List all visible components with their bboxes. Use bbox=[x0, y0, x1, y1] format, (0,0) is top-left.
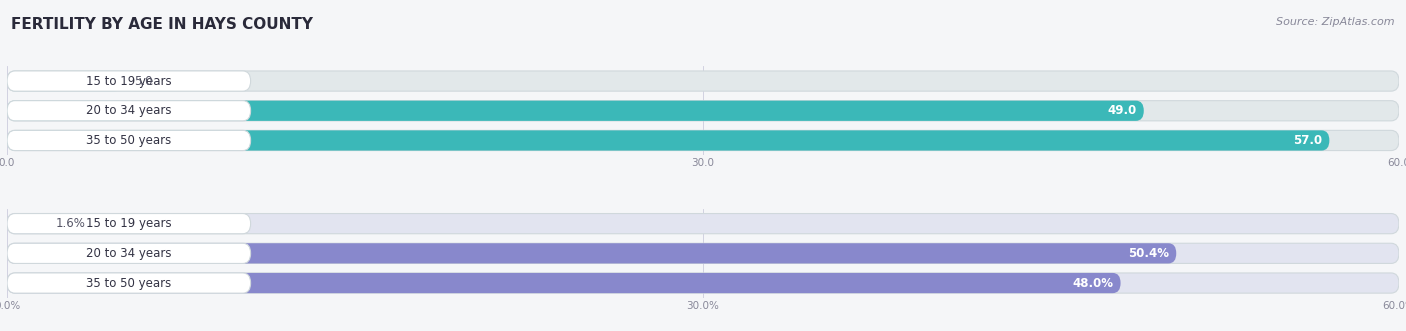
Text: 48.0%: 48.0% bbox=[1073, 276, 1114, 290]
Text: 35 to 50 years: 35 to 50 years bbox=[86, 134, 172, 147]
FancyBboxPatch shape bbox=[7, 213, 44, 234]
Text: 35 to 50 years: 35 to 50 years bbox=[86, 276, 172, 290]
Text: Source: ZipAtlas.com: Source: ZipAtlas.com bbox=[1277, 17, 1395, 26]
FancyBboxPatch shape bbox=[7, 71, 250, 91]
FancyBboxPatch shape bbox=[7, 101, 250, 121]
FancyBboxPatch shape bbox=[7, 130, 250, 151]
FancyBboxPatch shape bbox=[7, 71, 1399, 91]
FancyBboxPatch shape bbox=[7, 71, 124, 91]
FancyBboxPatch shape bbox=[7, 130, 1330, 151]
Text: 50.4%: 50.4% bbox=[1128, 247, 1170, 260]
Text: 5.0: 5.0 bbox=[135, 74, 153, 88]
Text: 15 to 19 years: 15 to 19 years bbox=[86, 74, 172, 88]
FancyBboxPatch shape bbox=[7, 101, 1399, 121]
Text: 20 to 34 years: 20 to 34 years bbox=[86, 104, 172, 117]
FancyBboxPatch shape bbox=[7, 130, 1399, 151]
Text: 1.6%: 1.6% bbox=[56, 217, 86, 230]
FancyBboxPatch shape bbox=[7, 243, 250, 263]
Text: 15 to 19 years: 15 to 19 years bbox=[86, 217, 172, 230]
FancyBboxPatch shape bbox=[7, 273, 250, 293]
FancyBboxPatch shape bbox=[7, 273, 1399, 293]
FancyBboxPatch shape bbox=[7, 273, 1121, 293]
FancyBboxPatch shape bbox=[7, 213, 250, 234]
FancyBboxPatch shape bbox=[7, 213, 1399, 234]
Text: 57.0: 57.0 bbox=[1294, 134, 1323, 147]
FancyBboxPatch shape bbox=[7, 243, 1177, 263]
Text: 20 to 34 years: 20 to 34 years bbox=[86, 247, 172, 260]
Text: FERTILITY BY AGE IN HAYS COUNTY: FERTILITY BY AGE IN HAYS COUNTY bbox=[11, 17, 314, 31]
FancyBboxPatch shape bbox=[7, 243, 1399, 263]
FancyBboxPatch shape bbox=[7, 101, 1144, 121]
Text: 49.0: 49.0 bbox=[1108, 104, 1137, 117]
